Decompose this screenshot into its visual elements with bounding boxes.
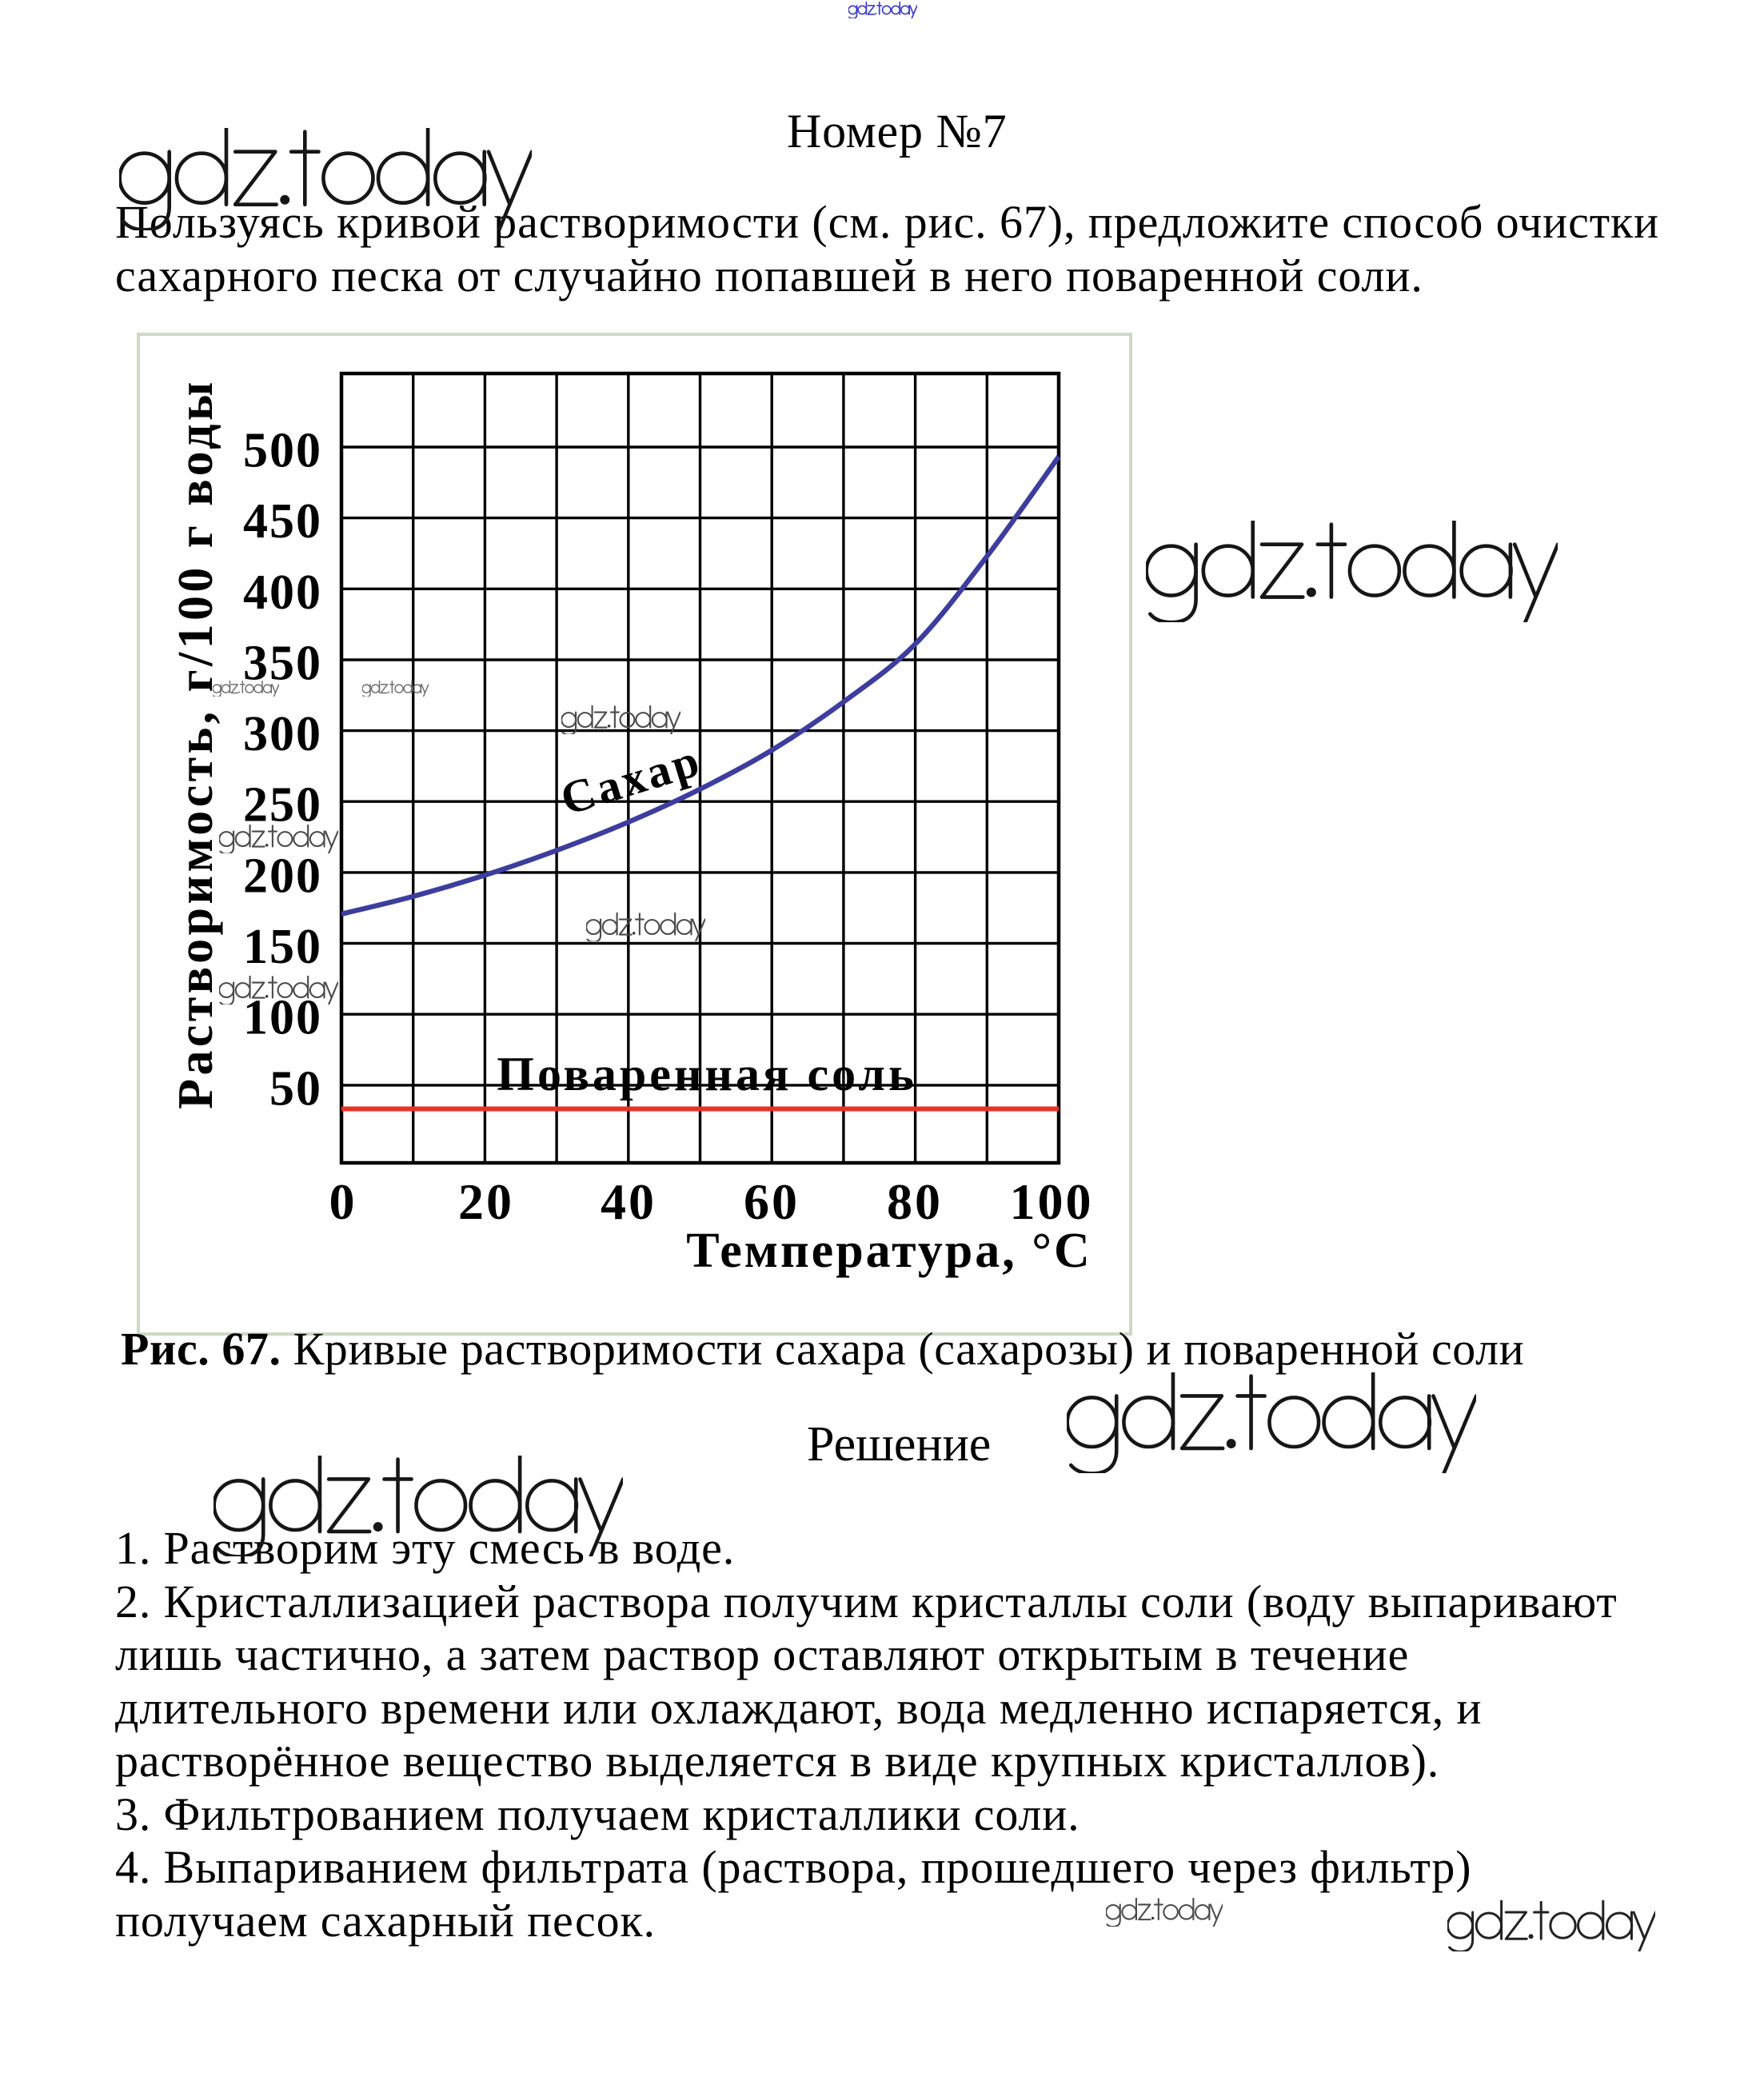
svg-text:60: 60: [744, 1173, 800, 1230]
svg-text:100: 100: [243, 991, 322, 1045]
svg-text:300: 300: [243, 707, 322, 761]
svg-text:40: 40: [601, 1173, 657, 1230]
svg-text:50: 50: [269, 1061, 322, 1116]
svg-text:250: 250: [243, 778, 322, 833]
svg-text:350: 350: [243, 637, 322, 691]
svg-text:Температура, °C: Температура, °C: [686, 1224, 1092, 1278]
svg-text:80: 80: [887, 1173, 943, 1230]
svg-text:20: 20: [458, 1173, 514, 1230]
svg-text:450: 450: [243, 494, 322, 549]
svg-text:100: 100: [1010, 1173, 1094, 1230]
svg-text:400: 400: [243, 565, 322, 620]
svg-text:Поваренная соль: Поваренная соль: [497, 1048, 916, 1100]
svg-text:0: 0: [329, 1173, 357, 1230]
svg-text:150: 150: [243, 920, 322, 974]
svg-text:200: 200: [243, 849, 322, 903]
svg-text:500: 500: [243, 424, 322, 478]
svg-text:Растворимость, г/100 г воды: Растворимость, г/100 г воды: [169, 378, 223, 1109]
